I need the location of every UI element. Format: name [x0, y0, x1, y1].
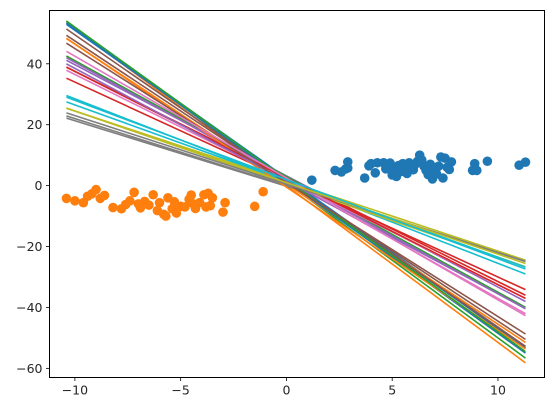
x-tick-label: 10	[490, 383, 506, 398]
y-tick-label: −40	[16, 300, 42, 315]
point-series-2-40	[220, 197, 230, 208]
point-series-2-2	[70, 196, 80, 206]
x-tick-label: 5	[388, 383, 396, 398]
decision-line-13	[66, 55, 526, 308]
y-tick-label: −20	[16, 239, 42, 254]
point-series-2-37	[205, 200, 216, 211]
point-series-2-42	[258, 186, 268, 197]
point-series-1-40	[438, 173, 448, 183]
point-series-2-41	[249, 201, 260, 212]
point-series-1-38	[433, 161, 444, 171]
decision-line-29	[66, 107, 526, 265]
point-series-2-1	[61, 193, 72, 204]
point-series-2-28	[180, 202, 190, 212]
point-series-1-6	[342, 163, 353, 173]
point-series-1-48	[482, 156, 493, 167]
decision-line-26	[65, 42, 526, 335]
point-series-1-10	[370, 168, 381, 178]
point-series-1-43	[444, 164, 455, 175]
point-series-2-13	[129, 187, 139, 198]
decision-line-12	[65, 37, 526, 344]
point-series-2-30	[186, 190, 197, 200]
point-series-2-17	[144, 200, 154, 210]
point-series-2-38	[207, 193, 218, 203]
scatter-points	[61, 150, 531, 221]
y-tick-label: 20	[27, 117, 43, 132]
point-series-2-39	[218, 207, 228, 217]
y-tick-label: 0	[35, 178, 43, 193]
x-tick-label: 0	[282, 383, 290, 398]
y-tick-label: −60	[16, 361, 42, 376]
axis-ticks: −10 −5 0 5 10 −60 −40 −20 0 20 40	[16, 56, 506, 397]
plot-frame	[49, 10, 545, 378]
point-series-1-44	[446, 157, 457, 167]
point-series-1-7	[359, 173, 370, 183]
point-series-2-9	[108, 202, 118, 213]
decision-line-20	[66, 101, 526, 268]
decision-line-28	[66, 112, 526, 263]
point-series-1-15	[385, 158, 395, 168]
point-series-1-47	[472, 165, 482, 176]
decision-lines	[65, 20, 526, 364]
point-series-2-6	[91, 184, 101, 195]
point-series-1-50	[520, 157, 531, 167]
point-series-1-1	[307, 175, 317, 185]
decision-line-30	[66, 96, 526, 270]
y-tick-label: 40	[27, 56, 43, 71]
point-series-2-20	[154, 197, 165, 208]
point-series-2-8	[99, 190, 110, 201]
point-series-2-22	[161, 211, 171, 221]
point-series-2-12	[125, 196, 135, 206]
x-tick-label: −5	[171, 383, 189, 398]
x-tick-label: −10	[62, 383, 88, 398]
point-series-2-18	[148, 189, 158, 200]
